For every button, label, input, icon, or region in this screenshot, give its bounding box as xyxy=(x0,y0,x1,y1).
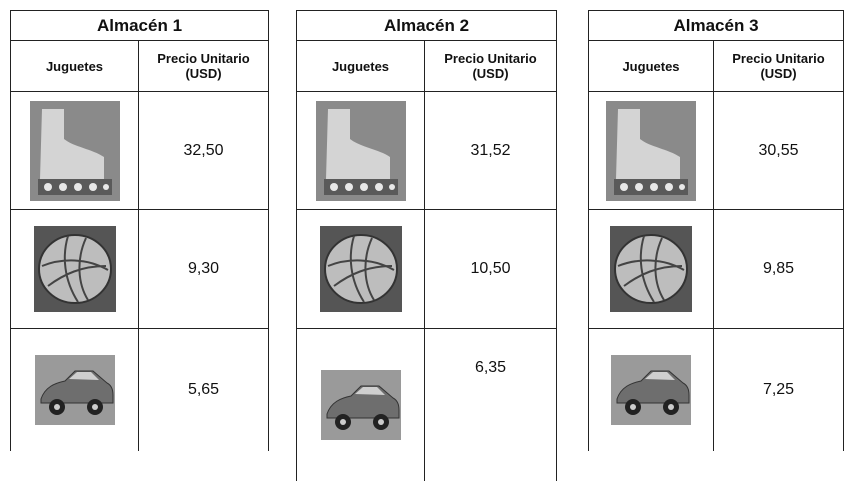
title-row: Almacén 3 xyxy=(589,11,844,41)
unit-price: 9,30 xyxy=(139,210,269,329)
toy-image xyxy=(11,210,139,329)
toy-icon xyxy=(34,226,116,312)
toy-icon xyxy=(611,355,691,425)
title-row: Almacén 2 xyxy=(297,11,557,41)
table-title: Almacén 3 xyxy=(589,11,844,41)
toy-row: 5,65 xyxy=(11,329,269,452)
toy-image xyxy=(11,92,139,210)
column-header: Precio Unitario (USD) xyxy=(139,41,269,92)
column-header: Precio Unitario (USD) xyxy=(714,41,844,92)
toy-row: 10,50 xyxy=(297,210,557,329)
unit-price: 5,65 xyxy=(139,329,269,452)
unit-price: 31,52 xyxy=(425,92,557,210)
toy-row: 6,35 xyxy=(297,329,557,481)
column-header: Juguetes xyxy=(297,41,425,92)
column-header: Juguetes xyxy=(589,41,714,92)
toy-row: 31,52 xyxy=(297,92,557,210)
toy-image xyxy=(589,210,714,329)
toy-image xyxy=(297,329,425,481)
toy-image xyxy=(297,210,425,329)
toy-icon xyxy=(30,101,120,201)
unit-price: 9,85 xyxy=(714,210,844,329)
toy-icon xyxy=(35,355,115,425)
toy-image xyxy=(297,92,425,210)
table-title: Almacén 1 xyxy=(11,11,269,41)
toy-row: 9,85 xyxy=(589,210,844,329)
unit-price: 6,35 xyxy=(425,329,557,481)
title-row: Almacén 1 xyxy=(11,11,269,41)
unit-price: 30,55 xyxy=(714,92,844,210)
unit-price: 32,50 xyxy=(139,92,269,210)
toy-icon xyxy=(316,101,406,201)
toy-icon xyxy=(606,101,696,201)
toy-image xyxy=(11,329,139,452)
toy-row: 9,30 xyxy=(11,210,269,329)
toy-image xyxy=(589,329,714,452)
table-title: Almacén 2 xyxy=(297,11,557,41)
column-header: Precio Unitario (USD) xyxy=(425,41,557,92)
toy-icon xyxy=(610,226,692,312)
toy-image xyxy=(589,92,714,210)
toy-icon xyxy=(320,226,402,312)
toy-row: 7,25 xyxy=(589,329,844,452)
unit-price: 7,25 xyxy=(714,329,844,452)
column-header: Juguetes xyxy=(11,41,139,92)
toy-icon xyxy=(321,370,401,440)
toy-row: 32,50 xyxy=(11,92,269,210)
unit-price: 10,50 xyxy=(425,210,557,329)
toy-row: 30,55 xyxy=(589,92,844,210)
